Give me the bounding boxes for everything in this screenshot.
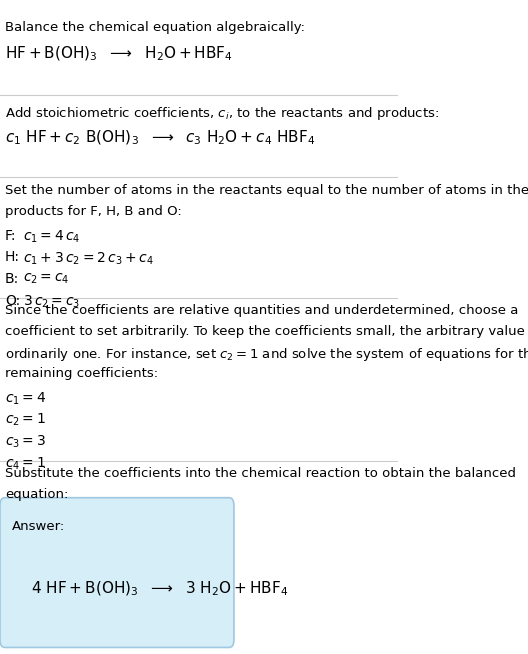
Text: $\mathregular{4\ HF + B(OH)_3}$  $\longrightarrow$  $\mathregular{3\ H_2O + HBF_: $\mathregular{4\ HF + B(OH)_3}$ $\longri…	[31, 579, 288, 598]
Text: $\mathit{c}_2 = \mathit{c}_4$: $\mathit{c}_2 = \mathit{c}_4$	[23, 272, 70, 286]
Text: $3\,\mathit{c}_2 = \mathit{c}_3$: $3\,\mathit{c}_2 = \mathit{c}_3$	[23, 294, 80, 310]
Text: F:: F:	[5, 229, 16, 243]
Text: H:: H:	[5, 250, 20, 264]
Text: $\mathit{c}_2 = 1$: $\mathit{c}_2 = 1$	[5, 412, 45, 428]
Text: equation:: equation:	[5, 488, 68, 501]
Text: Since the coefficients are relative quantities and underdetermined, choose a: Since the coefficients are relative quan…	[5, 304, 518, 317]
Text: Substitute the coefficients into the chemical reaction to obtain the balanced: Substitute the coefficients into the che…	[5, 467, 516, 480]
Text: B:: B:	[5, 272, 19, 286]
Text: $\mathit{c}_1 = 4\,\mathit{c}_4$: $\mathit{c}_1 = 4\,\mathit{c}_4$	[23, 229, 81, 245]
Text: remaining coefficients:: remaining coefficients:	[5, 367, 158, 380]
Text: $\mathregular{HF + B(OH)_3}$  $\longrightarrow$  $\mathregular{H_2O + HBF_4}$: $\mathregular{HF + B(OH)_3}$ $\longright…	[5, 44, 233, 63]
Text: coefficient to set arbitrarily. To keep the coefficients small, the arbitrary va: coefficient to set arbitrarily. To keep …	[5, 325, 528, 338]
FancyBboxPatch shape	[0, 498, 234, 647]
Text: $\mathit{c}_3 = 3$: $\mathit{c}_3 = 3$	[5, 434, 46, 450]
Text: ordinarily one. For instance, set $\mathit{c}_2 = 1$ and solve the system of equ: ordinarily one. For instance, set $\math…	[5, 346, 528, 363]
Text: $\mathit{c}_4 = 1$: $\mathit{c}_4 = 1$	[5, 455, 45, 472]
Text: Answer:: Answer:	[12, 520, 65, 533]
Text: products for F, H, B and O:: products for F, H, B and O:	[5, 205, 182, 218]
Text: Set the number of atoms in the reactants equal to the number of atoms in the: Set the number of atoms in the reactants…	[5, 184, 528, 198]
Text: $\mathit{c}_1 = 4$: $\mathit{c}_1 = 4$	[5, 390, 46, 407]
Text: $\mathit{c}_1 + 3\,\mathit{c}_2 = 2\,\mathit{c}_3 + \mathit{c}_4$: $\mathit{c}_1 + 3\,\mathit{c}_2 = 2\,\ma…	[23, 250, 154, 267]
Text: O:: O:	[5, 294, 20, 307]
Text: Balance the chemical equation algebraically:: Balance the chemical equation algebraica…	[5, 21, 305, 34]
Text: Add stoichiometric coefficients, $\mathit{c}_i$, to the reactants and products:: Add stoichiometric coefficients, $\mathi…	[5, 105, 439, 122]
Text: $\mathit{c}_1\ \mathregular{HF} + \mathit{c}_2\ \mathregular{B(OH)_3}$  $\longri: $\mathit{c}_1\ \mathregular{HF} + \mathi…	[5, 128, 315, 146]
